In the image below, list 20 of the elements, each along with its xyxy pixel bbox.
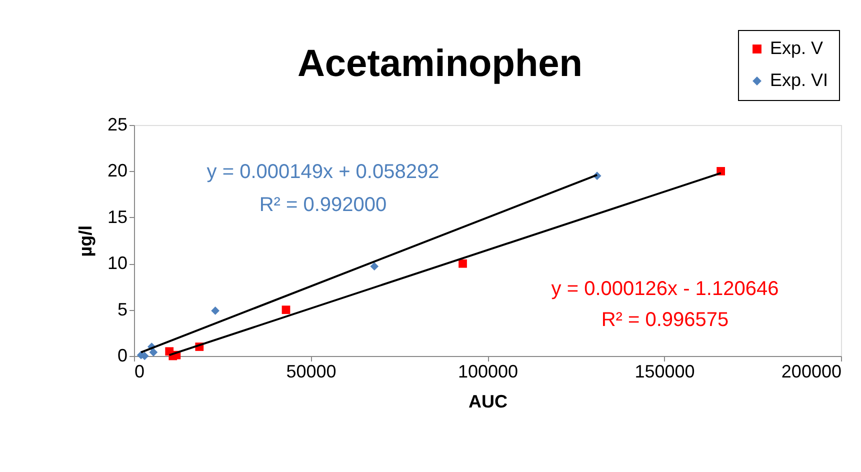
legend-label: Exp. V: [770, 38, 824, 58]
annotation: R² = 0.992000: [259, 194, 387, 216]
annotation: y = 0.000126x - 1.120646: [551, 278, 779, 300]
x-tick-label: 0: [134, 362, 145, 382]
annotation: R² = 0.996575: [601, 309, 729, 331]
x-tick-label: 100000: [458, 362, 518, 382]
chart-title: Acetaminophen: [297, 43, 583, 85]
y-tick-label: 0: [117, 346, 128, 366]
x-tick-label: 200000: [781, 362, 842, 382]
y-axis-title: µg/l: [75, 225, 96, 257]
legend-label: Exp. VI: [770, 70, 828, 90]
y-tick-label: 25: [107, 114, 128, 134]
y-tick-label: 10: [107, 253, 128, 274]
annotation: y = 0.000149x + 0.058292: [206, 161, 440, 183]
y-tick-label: 20: [107, 160, 128, 181]
x-tick-label: 50000: [286, 362, 336, 382]
y-tick-label: 5: [117, 299, 128, 320]
x-axis-title: AUC: [468, 392, 508, 412]
y-tick-label: 15: [107, 206, 128, 227]
x-tick-label: 150000: [634, 362, 695, 382]
